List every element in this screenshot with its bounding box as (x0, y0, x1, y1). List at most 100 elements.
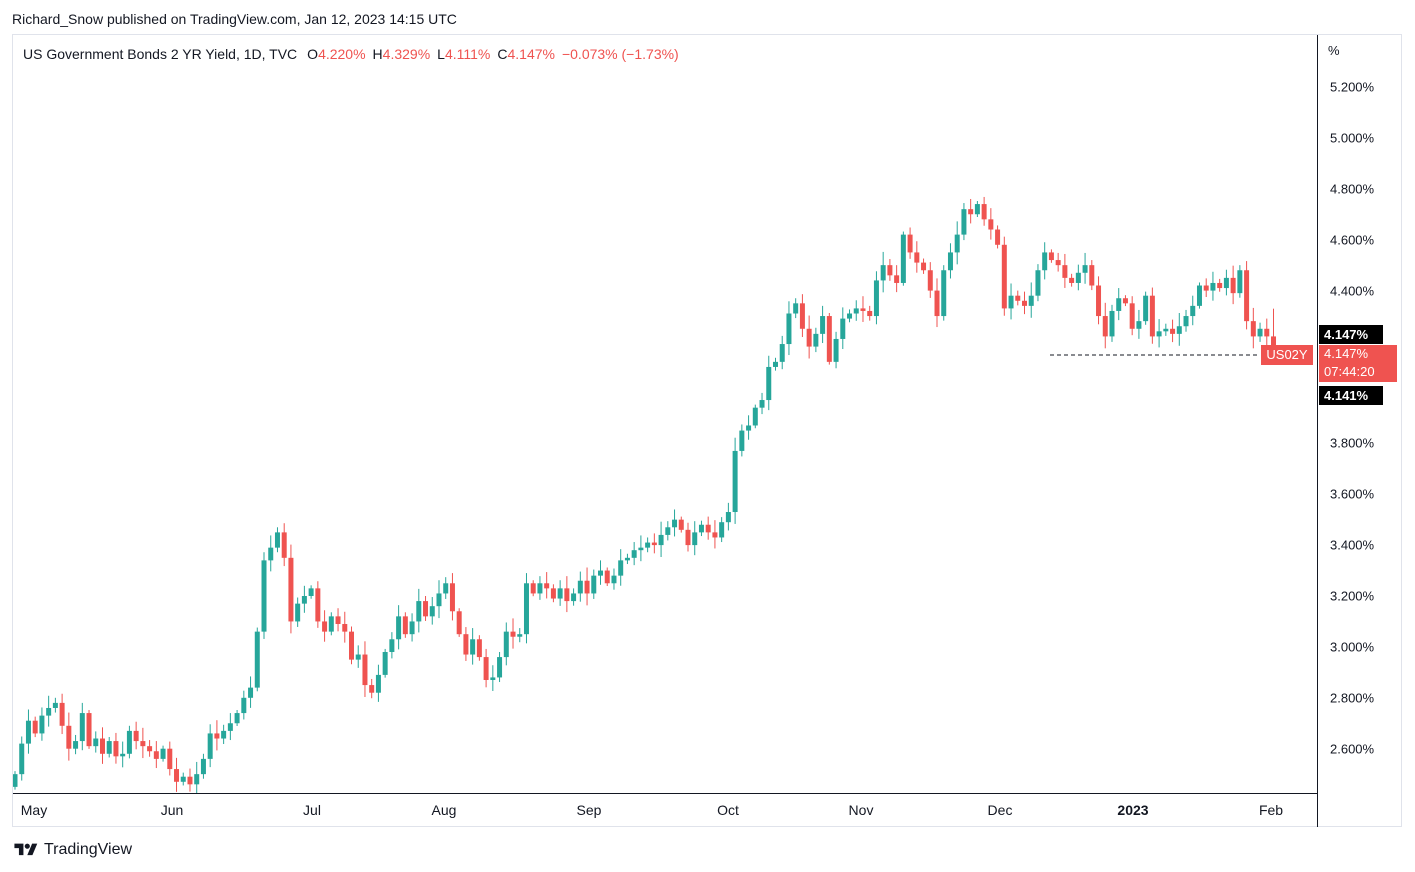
candle-up[interactable] (389, 639, 395, 652)
candle-up[interactable] (126, 730, 132, 754)
candle-down[interactable] (315, 588, 321, 622)
candle-down[interactable] (133, 730, 139, 742)
candle-up[interactable] (106, 741, 112, 754)
candle-down[interactable] (860, 308, 866, 311)
candle-up[interactable] (517, 634, 523, 637)
candle-up[interactable] (429, 606, 435, 617)
candle-up[interactable] (1210, 282, 1216, 291)
candle-down[interactable] (806, 328, 812, 347)
candle-up[interactable] (295, 603, 301, 622)
candle-down[interactable] (1244, 270, 1250, 322)
candle-up[interactable] (820, 316, 826, 334)
candle-down[interactable] (402, 616, 408, 635)
candle-up[interactable] (1082, 265, 1088, 273)
candle-up[interactable] (631, 550, 637, 558)
candle-down[interactable] (1217, 282, 1223, 289)
candle-down[interactable] (369, 685, 375, 693)
candle-down[interactable] (544, 583, 550, 589)
candle-up[interactable] (954, 234, 960, 253)
candle-down[interactable] (174, 769, 180, 782)
candle-up[interactable] (719, 522, 725, 538)
candle-down[interactable] (914, 252, 920, 263)
candle-down[interactable] (1250, 321, 1256, 337)
candle-up[interactable] (248, 687, 254, 698)
candle-down[interactable] (968, 209, 974, 215)
candle-down[interactable] (1230, 277, 1236, 294)
candle-down[interactable] (281, 532, 287, 558)
candle-down[interactable] (867, 310, 873, 317)
candle-down[interactable] (894, 275, 900, 283)
candle-plot[interactable] (13, 35, 1317, 793)
candle-up[interactable] (261, 560, 267, 632)
candle-up[interactable] (847, 313, 853, 319)
candle-down[interactable] (99, 738, 105, 754)
candle-up[interactable] (598, 570, 604, 576)
candle-up[interactable] (873, 280, 879, 317)
candle-up[interactable] (39, 715, 45, 734)
candle-down[interactable] (995, 229, 1001, 245)
candle-up[interactable] (254, 631, 260, 688)
candle-down[interactable] (456, 611, 462, 635)
candle-down[interactable] (927, 270, 933, 291)
candle-up[interactable] (947, 252, 953, 271)
candle-up[interactable] (194, 774, 200, 785)
candle-up[interactable] (571, 593, 577, 602)
candle-down[interactable] (483, 657, 489, 680)
candle-up[interactable] (1116, 298, 1122, 311)
candle-down[interactable] (685, 529, 691, 546)
candle-up[interactable] (1143, 295, 1149, 322)
candle-down[interactable] (476, 639, 482, 658)
candle-up[interactable] (1042, 252, 1048, 271)
candle-up[interactable] (503, 631, 509, 658)
candle-down[interactable] (349, 631, 354, 660)
candle-down[interactable] (907, 234, 913, 253)
candle-up[interactable] (1109, 310, 1115, 337)
candle-down[interactable] (826, 316, 832, 362)
candle-up[interactable] (490, 677, 496, 680)
candle-down[interactable] (1015, 295, 1021, 301)
candle-down[interactable] (934, 290, 940, 317)
candle-up[interactable] (180, 776, 186, 782)
candle-up[interactable] (1008, 295, 1014, 309)
candle-up[interactable] (1257, 328, 1263, 337)
candle-up[interactable] (766, 366, 772, 401)
candle-up[interactable] (759, 400, 765, 408)
candle-down[interactable] (510, 631, 516, 637)
candle-up[interactable] (234, 713, 240, 724)
candle-up[interactable] (227, 723, 233, 731)
candle-up[interactable] (1136, 321, 1142, 329)
candle-up[interactable] (961, 209, 967, 235)
candle-down[interactable] (1062, 265, 1068, 278)
candle-down[interactable] (1001, 244, 1007, 309)
candle-down[interactable] (113, 741, 119, 757)
candle-up[interactable] (13, 774, 18, 787)
candle-down[interactable] (1129, 303, 1135, 329)
candle-up[interactable] (73, 741, 79, 749)
candle-up[interactable] (779, 344, 785, 362)
candle-up[interactable] (746, 425, 752, 431)
candle-up[interactable] (752, 407, 758, 426)
candle-up[interactable] (611, 575, 617, 584)
candle-up[interactable] (772, 361, 778, 367)
candle-down[interactable] (66, 725, 72, 749)
candle-up[interactable] (409, 621, 415, 635)
candle-up[interactable] (591, 575, 597, 594)
candle-down[interactable] (86, 713, 92, 747)
candle-up[interactable] (900, 234, 906, 283)
candle-down[interactable] (651, 542, 657, 546)
candle-down[interactable] (705, 524, 711, 533)
candle-down[interactable] (32, 720, 38, 734)
candle-up[interactable] (301, 596, 307, 604)
candle-down[interactable] (1170, 328, 1176, 334)
candle-down[interactable] (1069, 277, 1075, 283)
candle-up[interactable] (19, 743, 25, 775)
candle-up[interactable] (207, 733, 213, 759)
candle-up[interactable] (739, 430, 745, 451)
candle-down[interactable] (1122, 298, 1128, 304)
candle-up[interactable] (974, 204, 980, 215)
candle-down[interactable] (187, 776, 193, 785)
candle-down[interactable] (153, 751, 159, 759)
candle-up[interactable] (1223, 277, 1229, 289)
candle-up[interactable] (1196, 285, 1202, 306)
candle-up[interactable] (840, 318, 846, 339)
